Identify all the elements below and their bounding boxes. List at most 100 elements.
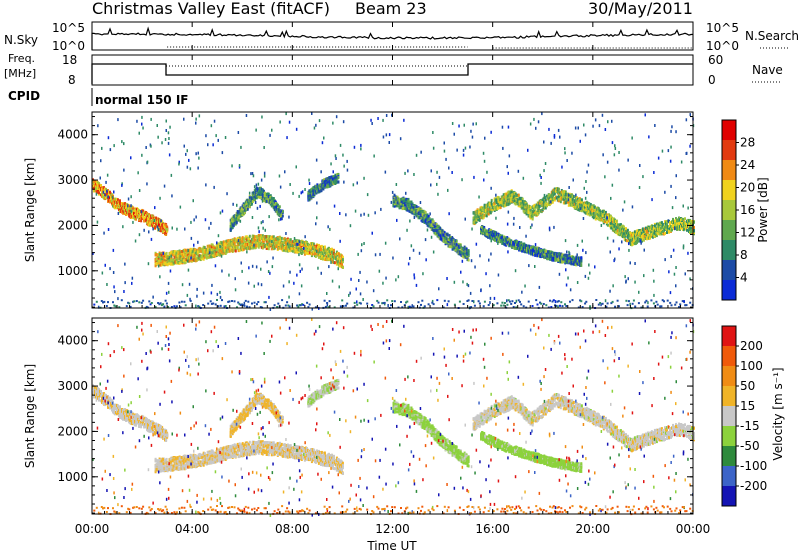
power-echo-cell — [234, 249, 237, 253]
power-echo-cell — [170, 256, 173, 260]
power-echo-cell — [246, 205, 249, 209]
cpid-label: CPID — [8, 89, 40, 103]
power-echo-cell — [317, 255, 320, 259]
power-echo-cell — [330, 247, 333, 251]
power-echo-cell — [181, 255, 184, 259]
power-echo-cell — [265, 199, 268, 203]
power-echo-cell — [622, 225, 625, 229]
power-echo-cell — [232, 248, 235, 252]
power-echo-cell — [341, 260, 344, 264]
power-echo-cell — [150, 216, 153, 220]
power-echo-cell — [544, 198, 547, 202]
power-echo-cell — [105, 188, 107, 192]
power-echo-cell — [223, 243, 226, 247]
power-echo-cell — [212, 246, 215, 250]
power-echo-cell — [181, 258, 184, 262]
nsky-series — [91, 26, 694, 50]
power-echo-cell — [253, 198, 256, 202]
power-echo-cell — [219, 248, 222, 252]
power-echo-cell — [320, 244, 323, 248]
power-echo-cell — [303, 252, 306, 256]
power-echo-cell — [138, 218, 141, 222]
power-echo-cell — [517, 193, 520, 197]
power-echo-cell — [299, 245, 302, 249]
power-echo-cell — [229, 247, 232, 251]
power-echo-cell — [233, 241, 236, 245]
power-echo-cell — [241, 210, 244, 214]
power-echo-cell — [245, 202, 248, 206]
power-echo-cell — [238, 248, 241, 252]
power-echo-cell — [323, 245, 326, 249]
power-echo-cell — [624, 227, 627, 231]
power-echo-cell — [165, 251, 168, 255]
power-echo-cell — [149, 223, 152, 227]
power-echo-cell — [319, 248, 322, 252]
power-echo-cell — [121, 210, 123, 214]
power-echo-cell — [241, 213, 244, 217]
power-echo-cell — [332, 248, 335, 252]
power-echo-cell — [247, 199, 250, 203]
power-echo-cell — [341, 255, 344, 259]
power-echo-cell — [265, 245, 268, 249]
power-echo-cell — [478, 218, 481, 222]
power-echo-cell — [205, 253, 208, 256]
power-echo-cell — [254, 240, 257, 244]
power-echo-cell — [574, 199, 577, 203]
power-echo-cell — [121, 202, 123, 205]
power-echo-cell — [684, 217, 686, 221]
power-echo-cell — [340, 262, 343, 266]
power-echo-cell — [254, 194, 257, 198]
power-echo-cell — [671, 228, 673, 232]
power-echo-cell — [261, 193, 264, 197]
power-echo-cell — [236, 246, 239, 250]
power-echo-cell — [487, 212, 490, 216]
power-echo-cell — [154, 226, 157, 229]
power-echo-cell — [222, 240, 225, 244]
figure-title: Christmas Valley East (fitACF) — [92, 0, 330, 18]
power-echo-cell — [98, 182, 100, 186]
power-echo-cell — [271, 237, 274, 241]
nsky-tick-bottom: 10^0 — [52, 39, 85, 53]
power-echo-cell — [256, 236, 259, 240]
power-echo-cell — [237, 218, 240, 222]
power-echo-cell — [301, 250, 304, 254]
power-echo-cell — [593, 205, 596, 209]
power-echo-cell — [203, 248, 206, 252]
power-echo-cell — [686, 228, 688, 232]
power-echo-cell — [109, 190, 111, 194]
freq-panel: Freq. [MHz] 18 8 60 0 Nave — [4, 52, 783, 87]
cpid-panel: CPID normal 150 IF — [8, 88, 189, 107]
power-echo-cell — [254, 189, 257, 193]
power-echo-cell — [266, 235, 269, 238]
power-echo-cell — [669, 221, 671, 225]
power-echo-cell — [235, 221, 238, 225]
cpid-value: normal 150 IF — [95, 93, 189, 107]
freq-tick-top: 18 — [62, 53, 77, 67]
nsky-tick-top: 10^5 — [52, 21, 85, 35]
power-echo-cell — [201, 247, 204, 251]
freq-label-1: Freq. — [8, 52, 35, 65]
power-echo-cell — [182, 255, 185, 259]
power-echo-cell — [207, 255, 210, 259]
power-echo-cell — [119, 201, 121, 205]
power-echo-cell — [580, 198, 583, 202]
power-echo-cell — [270, 196, 273, 200]
power-echo-cell — [494, 238, 497, 242]
power-echo-cell — [251, 200, 254, 203]
power-echo-cell — [161, 260, 164, 264]
power-echo-cell — [236, 245, 239, 249]
power-echo-cell — [303, 249, 306, 253]
power-echo-cell — [281, 210, 284, 213]
power-echo-cell — [100, 184, 102, 187]
power-echo-cell — [245, 235, 248, 239]
nave-tick-bottom: 0 — [708, 73, 716, 87]
power-echo-cell — [642, 238, 645, 242]
power-echo-cell — [312, 242, 315, 246]
power-echo-cell — [606, 223, 609, 227]
power-echo-cell — [258, 195, 261, 199]
power-echo-cell — [126, 208, 129, 211]
power-echo-cell — [247, 236, 250, 240]
power-echo-cell — [186, 251, 189, 255]
power-echo-cell — [467, 249, 470, 253]
